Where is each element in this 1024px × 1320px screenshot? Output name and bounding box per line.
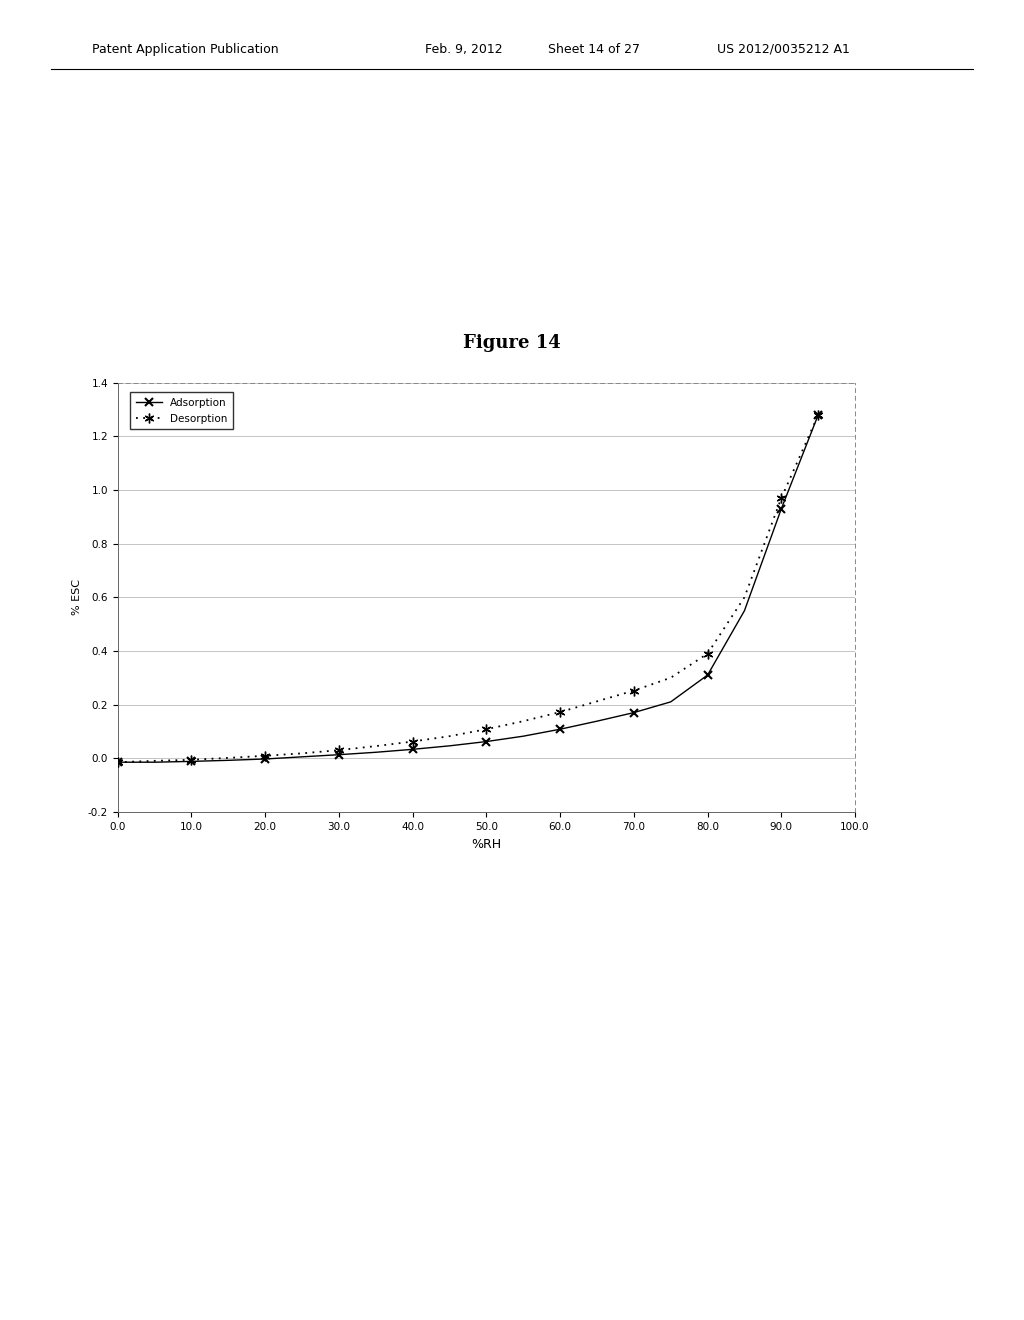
X-axis label: %RH: %RH	[471, 838, 502, 851]
Text: US 2012/0035212 A1: US 2012/0035212 A1	[717, 42, 850, 55]
Text: Sheet 14 of 27: Sheet 14 of 27	[548, 42, 640, 55]
Text: Figure 14: Figure 14	[463, 334, 561, 352]
Text: Patent Application Publication: Patent Application Publication	[92, 42, 279, 55]
Legend: Adsorption, Desorption: Adsorption, Desorption	[130, 392, 232, 429]
Y-axis label: % ESC: % ESC	[73, 579, 82, 615]
Text: Feb. 9, 2012: Feb. 9, 2012	[425, 42, 503, 55]
